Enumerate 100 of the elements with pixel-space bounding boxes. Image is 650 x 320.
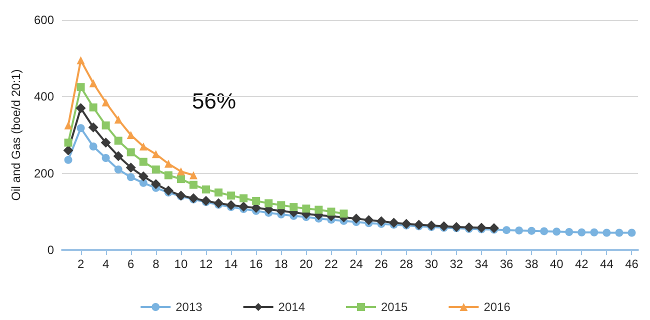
point xyxy=(164,171,172,180)
point xyxy=(126,162,136,173)
point xyxy=(114,166,122,174)
point xyxy=(139,142,148,150)
x-tick-label: 40 xyxy=(550,257,564,271)
point xyxy=(540,227,548,236)
point xyxy=(578,228,586,236)
point xyxy=(64,121,72,130)
x-tick-label: 24 xyxy=(350,257,364,271)
point xyxy=(102,98,110,106)
x-tick-label: 20 xyxy=(299,257,314,271)
point xyxy=(426,220,436,230)
x-tick-label: 22 xyxy=(324,257,338,271)
point xyxy=(214,198,224,208)
x-tick-label: 30 xyxy=(424,257,438,271)
point xyxy=(64,156,72,164)
point xyxy=(126,148,135,156)
point xyxy=(364,215,374,226)
point xyxy=(351,214,362,224)
x-tick-label: 8 xyxy=(152,257,160,271)
point xyxy=(76,124,85,132)
point xyxy=(590,228,598,236)
point xyxy=(277,201,286,210)
point xyxy=(163,186,174,196)
point xyxy=(240,194,248,202)
point xyxy=(290,203,298,212)
x-tick-label: 16 xyxy=(249,257,264,271)
point xyxy=(264,199,273,208)
legend-label: 2015 xyxy=(381,300,408,314)
x-tick-label: 4 xyxy=(102,257,110,271)
x-tick-label: 14 xyxy=(224,257,238,271)
point xyxy=(89,103,98,112)
point xyxy=(628,228,636,237)
x-tick-label: 10 xyxy=(174,257,188,271)
point xyxy=(515,226,524,234)
x-tick-label: 46 xyxy=(625,257,639,271)
y-tick-label: 200 xyxy=(34,166,54,180)
x-tick-label: 32 xyxy=(450,257,464,271)
point xyxy=(226,200,236,210)
x-tick-label: 34 xyxy=(474,257,488,271)
point xyxy=(615,228,624,237)
y-axis-title: Oil and Gas (boe/d 20:1) xyxy=(9,69,23,201)
point xyxy=(376,216,386,226)
point xyxy=(76,103,86,114)
point xyxy=(489,223,499,234)
point xyxy=(176,167,185,176)
point xyxy=(63,145,74,156)
point xyxy=(88,122,98,132)
point xyxy=(189,171,198,180)
point xyxy=(76,83,85,92)
point xyxy=(114,116,122,124)
point xyxy=(201,196,211,206)
y-tick-label: 0 xyxy=(47,243,54,257)
point xyxy=(214,188,223,196)
point xyxy=(414,220,424,230)
point xyxy=(565,228,574,236)
point xyxy=(152,150,160,158)
point xyxy=(302,204,310,213)
x-tick-label: 44 xyxy=(600,257,614,271)
x-tick-label: 6 xyxy=(128,257,135,271)
point xyxy=(126,173,135,182)
point xyxy=(464,222,474,232)
point xyxy=(89,79,98,88)
x-tick-label: 12 xyxy=(199,257,213,271)
legend-label: 2013 xyxy=(176,300,203,314)
x-tick-label: 26 xyxy=(374,257,388,271)
x-tick-label: 2 xyxy=(77,257,84,271)
legend-label: 2014 xyxy=(278,300,306,314)
point xyxy=(126,131,135,139)
point xyxy=(138,171,148,182)
y-tick-label: 400 xyxy=(34,90,54,104)
point xyxy=(238,202,249,212)
point xyxy=(89,142,98,150)
point xyxy=(100,138,111,148)
point xyxy=(114,136,122,145)
point xyxy=(388,218,399,228)
point xyxy=(202,185,210,194)
x-tick-label: 38 xyxy=(524,257,539,271)
point xyxy=(150,179,161,190)
point xyxy=(176,175,185,184)
point xyxy=(64,138,72,147)
point xyxy=(252,196,260,205)
point xyxy=(502,226,511,234)
y-tick-label: 600 xyxy=(34,13,54,27)
point xyxy=(102,121,110,130)
legend-label: 2016 xyxy=(484,300,511,314)
x-tick-label: 18 xyxy=(274,257,288,271)
point xyxy=(314,206,323,214)
point xyxy=(113,151,124,162)
point xyxy=(189,180,198,189)
point xyxy=(327,208,336,216)
point xyxy=(340,210,348,218)
annotation: 56% xyxy=(192,88,236,114)
point xyxy=(438,221,449,232)
point xyxy=(227,192,236,200)
point xyxy=(528,226,536,235)
x-tick-label: 36 xyxy=(500,257,514,271)
x-tick-label: 42 xyxy=(574,257,589,271)
x-tick-label: 28 xyxy=(400,257,414,271)
point xyxy=(476,222,486,233)
